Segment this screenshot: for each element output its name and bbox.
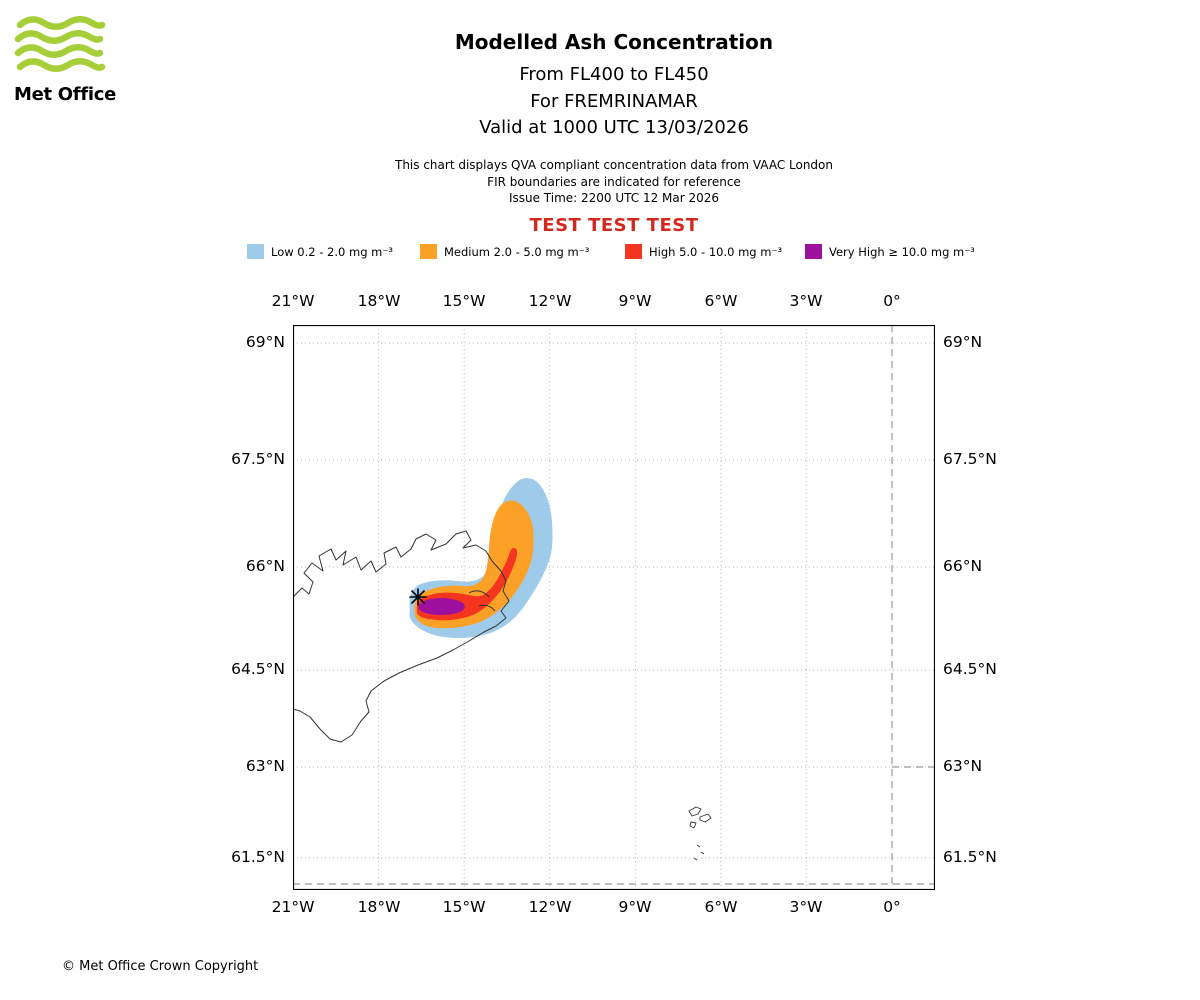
x-tick-label: 0° <box>883 292 901 310</box>
coastline-iceland <box>293 530 510 743</box>
legend-label-very-high: Very High ≥ 10.0 mg m⁻³ <box>829 244 975 259</box>
x-tick-label: 0° <box>883 898 901 916</box>
info-fir-boundaries: FIR boundaries are indicated for referen… <box>487 175 741 189</box>
coastline-faroe-islands <box>688 806 712 861</box>
subtitle-valid-time: Valid at 1000 UTC 13/03/2026 <box>479 117 749 138</box>
info-issue-time: Issue Time: 2200 UTC 12 Mar 2026 <box>508 191 720 205</box>
x-tick-label: 9°W <box>618 898 652 916</box>
x-tick-label: 12°W <box>528 898 572 916</box>
volcano-marker-icon <box>409 588 427 606</box>
y-tick-label: 66°N <box>245 557 285 575</box>
x-tick-label: 3°W <box>789 292 823 310</box>
y-tick-label: 61.5°N <box>943 848 997 866</box>
fir-boundary <box>293 325 935 885</box>
y-tick-label: 63°N <box>943 757 983 775</box>
x-tick-label: 6°W <box>704 292 738 310</box>
met-office-logo: Met Office <box>14 16 124 105</box>
x-tick-label: 18°W <box>357 898 401 916</box>
legend-item-high: High 5.0 - 10.0 mg m⁻³ <box>625 244 782 259</box>
x-tick-label: 12°W <box>528 292 572 310</box>
legend-item-low: Low 0.2 - 2.0 mg m⁻³ <box>247 244 393 259</box>
y-tick-label: 69°N <box>245 333 285 351</box>
legend-swatch-low <box>247 244 264 259</box>
map-canvas <box>293 325 935 890</box>
legend-label-medium: Medium 2.0 - 5.0 mg m⁻³ <box>444 244 590 259</box>
y-tick-label: 64.5°N <box>231 660 285 678</box>
x-tick-label: 15°W <box>442 292 486 310</box>
legend-label-high: High 5.0 - 10.0 mg m⁻³ <box>649 244 783 259</box>
met-office-logo-text: Met Office <box>14 84 117 105</box>
subtitle-volcano: For FREMRINAMAR <box>530 91 698 112</box>
legend-label-low: Low 0.2 - 2.0 mg m⁻³ <box>271 244 394 259</box>
legend-swatch-high <box>625 244 642 259</box>
subtitle-flight-levels: From FL400 to FL450 <box>519 64 709 85</box>
x-tick-label: 3°W <box>789 898 823 916</box>
info-qva-compliance: This chart displays QVA compliant concen… <box>395 158 833 172</box>
y-tick-label: 66°N <box>943 557 983 575</box>
plume-contour-very-high <box>418 597 465 615</box>
map-border <box>293 325 935 890</box>
y-tick-label: 63°N <box>245 757 285 775</box>
y-tick-label: 61.5°N <box>231 848 285 866</box>
x-tick-label: 9°W <box>618 292 652 310</box>
legend-item-medium: Medium 2.0 - 5.0 mg m⁻³ <box>420 244 589 259</box>
y-tick-label: 67.5°N <box>943 450 997 468</box>
y-tick-label: 64.5°N <box>943 660 997 678</box>
y-tick-label: 69°N <box>943 333 983 351</box>
x-tick-label: 21°W <box>271 292 315 310</box>
coastline-fjord-detail <box>468 590 496 612</box>
met-office-logo-waves-icon <box>14 16 106 72</box>
x-tick-label: 18°W <box>357 292 401 310</box>
legend-swatch-very-high <box>805 244 822 259</box>
legend-swatch-medium <box>420 244 437 259</box>
graticule-grid <box>293 325 935 890</box>
x-tick-label: 21°W <box>271 898 315 916</box>
y-tick-label: 67.5°N <box>231 450 285 468</box>
x-tick-label: 6°W <box>704 898 738 916</box>
page-title: Modelled Ash Concentration <box>454 30 774 54</box>
copyright-notice: © Met Office Crown Copyright <box>62 959 259 974</box>
x-tick-label: 15°W <box>442 898 486 916</box>
test-banner: TEST TEST TEST <box>529 215 699 236</box>
legend-item-very-high: Very High ≥ 10.0 mg m⁻³ <box>805 244 975 259</box>
